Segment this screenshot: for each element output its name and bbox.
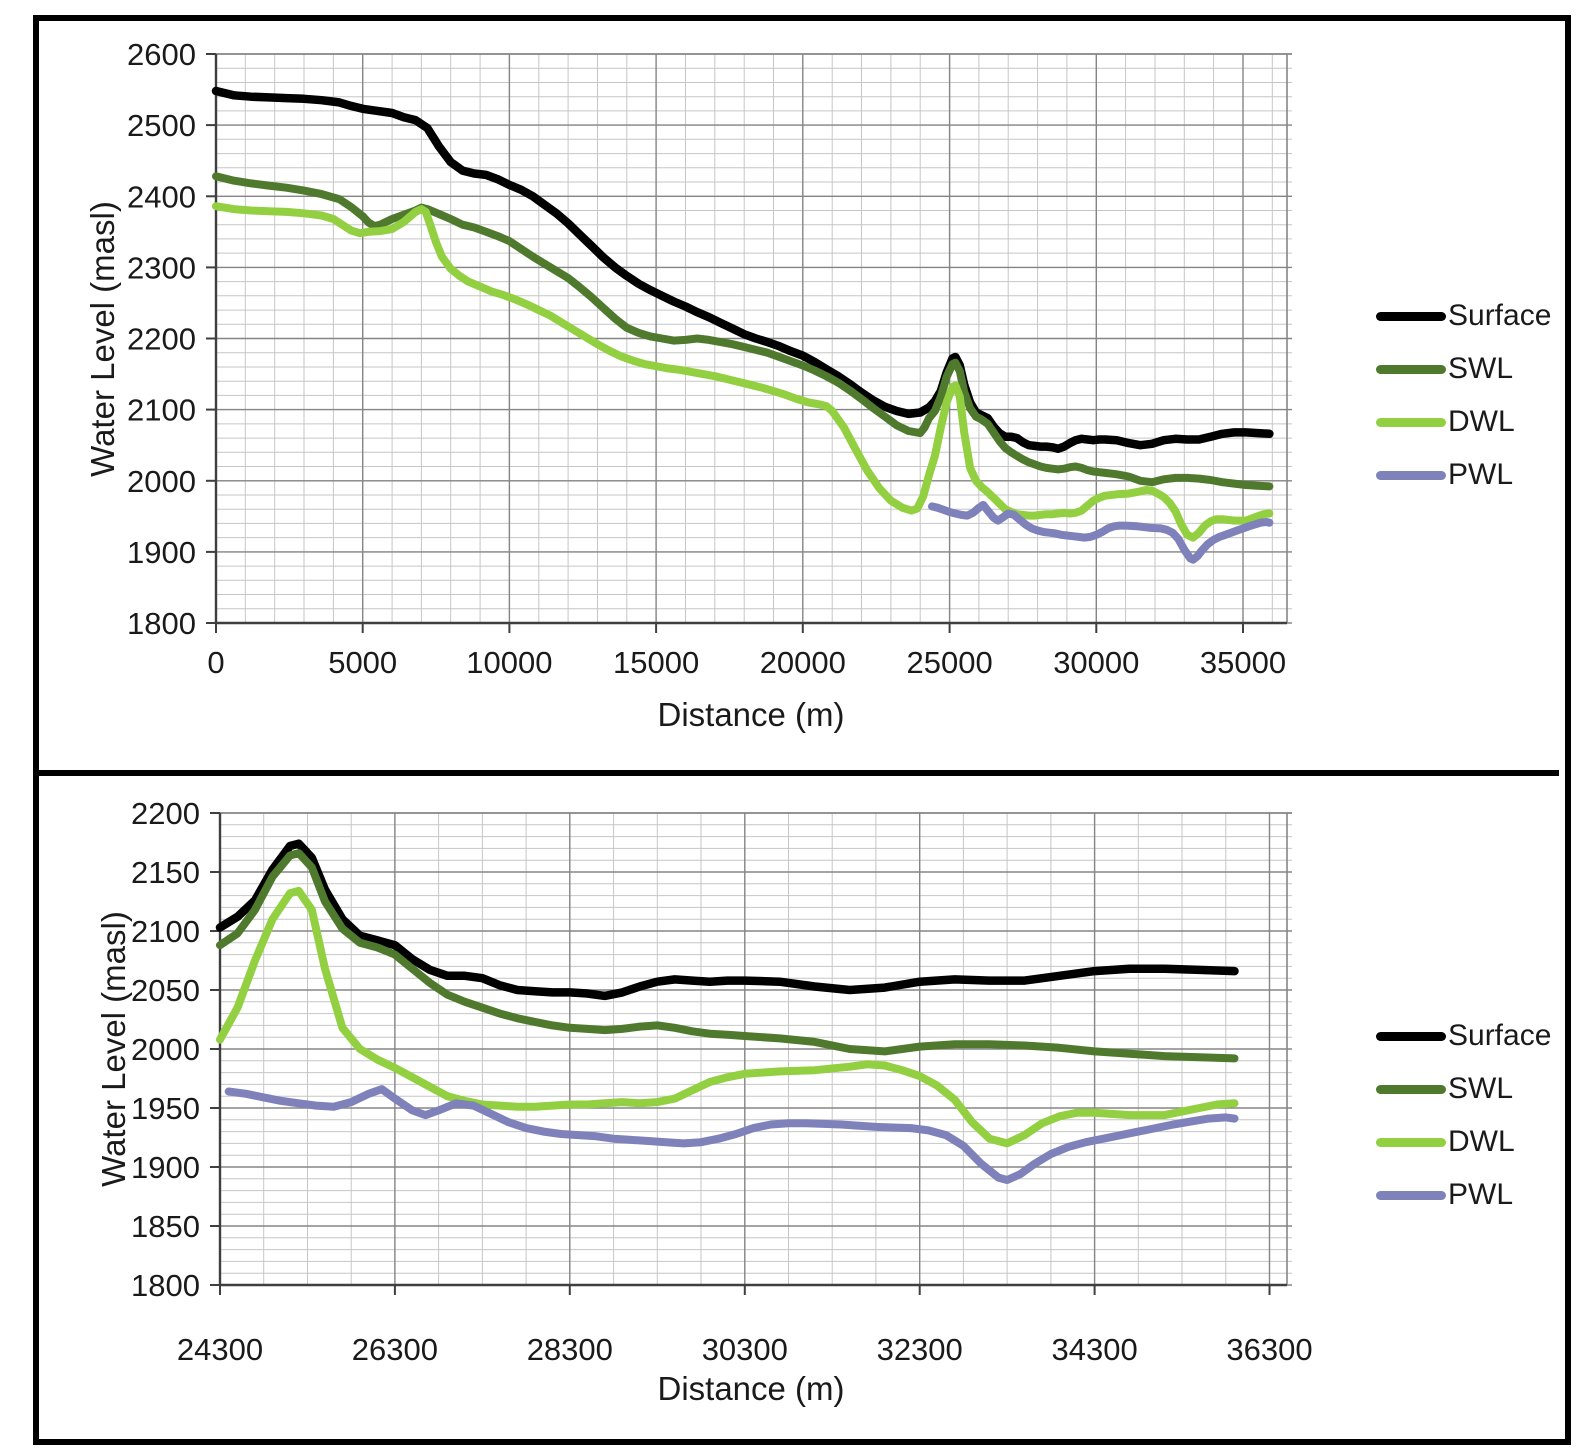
x-tick-label: 32300 (877, 1332, 963, 1367)
y-tick-label: 2100 (131, 914, 200, 949)
y-tick-label: 2500 (127, 108, 196, 143)
series-dwl-line (212, 202, 1274, 542)
x-tick-label: 15000 (613, 645, 699, 680)
x-axis-title-top: Distance (m) (657, 696, 845, 733)
legend-swatch-swl (1376, 364, 1446, 374)
y-tick-label: 2400 (127, 179, 196, 214)
x-tick-label: 35000 (1200, 645, 1286, 680)
legend-label: DWL (1448, 1125, 1515, 1158)
legend-swatch-surface (1376, 1031, 1446, 1041)
legend-item-swl: SWL (1376, 352, 1551, 385)
legend-label: Surface (1448, 1019, 1552, 1052)
x-tick-label: 24300 (177, 1332, 263, 1367)
legend-label: SWL (1448, 1072, 1514, 1105)
y-tick-label: 1800 (127, 606, 196, 641)
legend-item-surface: Surface (1376, 299, 1552, 332)
x-tick-label: 28300 (527, 1332, 613, 1367)
x-axis-title-bottom: Distance (m) (657, 1370, 845, 1407)
legend-label: PWL (1448, 458, 1514, 491)
line-plot-bottom: 1800 1850 1900 1950 2000 2050 2100 2150 2200 2430… (131, 796, 1313, 1367)
x-tick-label: 0 (207, 645, 224, 680)
panel-divider (39, 770, 1559, 776)
legend-swatch-dwl (1376, 417, 1446, 427)
x-tick-label: 34300 (1051, 1332, 1137, 1367)
legend-label: DWL (1448, 405, 1515, 438)
y-tick-label: 2100 (127, 393, 196, 428)
y-tick-label: 2600 (127, 37, 196, 72)
axis-ticks (210, 812, 1271, 1295)
legend-swatch-surface (1376, 311, 1446, 321)
series-dwl-line (216, 886, 1239, 1148)
y-tick-label: 1900 (127, 535, 196, 570)
series-pwl-line (224, 1085, 1239, 1184)
y-axis-title-bottom: Water Level (masl) (95, 911, 132, 1187)
y-tick-label: 2300 (127, 250, 196, 285)
y-tick-label: 2050 (131, 973, 200, 1008)
legend-item-swl: SWL (1376, 1072, 1551, 1105)
legend-swatch-pwl (1376, 1190, 1446, 1200)
line-plot-top: 1800 1900 2000 2100 2200 2300 2400 2500 2600 0 500… (127, 37, 1292, 680)
x-tick-label: 26300 (352, 1332, 438, 1367)
legend-item-dwl: DWL (1376, 405, 1551, 438)
x-tick-label: 20000 (760, 645, 846, 680)
legend-swatch-pwl (1376, 470, 1446, 480)
legend-label: SWL (1448, 352, 1514, 385)
y-tick-label: 2200 (127, 322, 196, 357)
y-tick-label: 2150 (131, 855, 200, 890)
legend-item-pwl: PWL (1376, 458, 1551, 491)
series-swl-line (212, 172, 1274, 491)
x-tick-label: 30300 (702, 1332, 788, 1367)
series-pwl-line (928, 500, 1274, 564)
y-tick-label: 2000 (127, 464, 196, 499)
series-surface-line (211, 86, 1274, 453)
y-axis-title-top: Water Level (masl) (84, 201, 121, 477)
axis-ticks (206, 53, 1244, 633)
legend-item-pwl: PWL (1376, 1178, 1551, 1211)
legend-swatch-dwl (1376, 1137, 1446, 1147)
legend-top: Surface SWL DWL PWL (1376, 299, 1552, 512)
x-tick-label: 5000 (328, 645, 397, 680)
legend-label: Surface (1448, 299, 1552, 332)
x-tick-label: 30000 (1053, 645, 1139, 680)
y-tick-label: 2000 (131, 1032, 200, 1067)
legend-swatch-swl (1376, 1084, 1446, 1094)
legend-item-surface: Surface (1376, 1019, 1552, 1052)
series-swl-line (216, 849, 1239, 1063)
legend-label: PWL (1448, 1178, 1514, 1211)
y-tick-label: 1800 (131, 1268, 200, 1303)
legend-item-dwl: DWL (1376, 1125, 1551, 1158)
y-tick-label: 1850 (131, 1209, 200, 1244)
legend-bottom: Surface SWL DWL PWL (1376, 1019, 1552, 1232)
tick-labels: 1800 1850 1900 1950 2000 2050 2100 2150 2200 2430… (131, 796, 1313, 1367)
y-tick-label: 1950 (131, 1091, 200, 1126)
x-tick-label: 36300 (1226, 1332, 1312, 1367)
series-surface-line (215, 839, 1239, 1001)
x-tick-label: 25000 (906, 645, 992, 680)
tick-labels: 1800 1900 2000 2100 2200 2300 2400 2500 2600 0 500… (127, 37, 1286, 680)
y-tick-label: 1900 (131, 1150, 200, 1185)
y-tick-label: 2200 (131, 796, 200, 831)
x-tick-label: 10000 (466, 645, 552, 680)
